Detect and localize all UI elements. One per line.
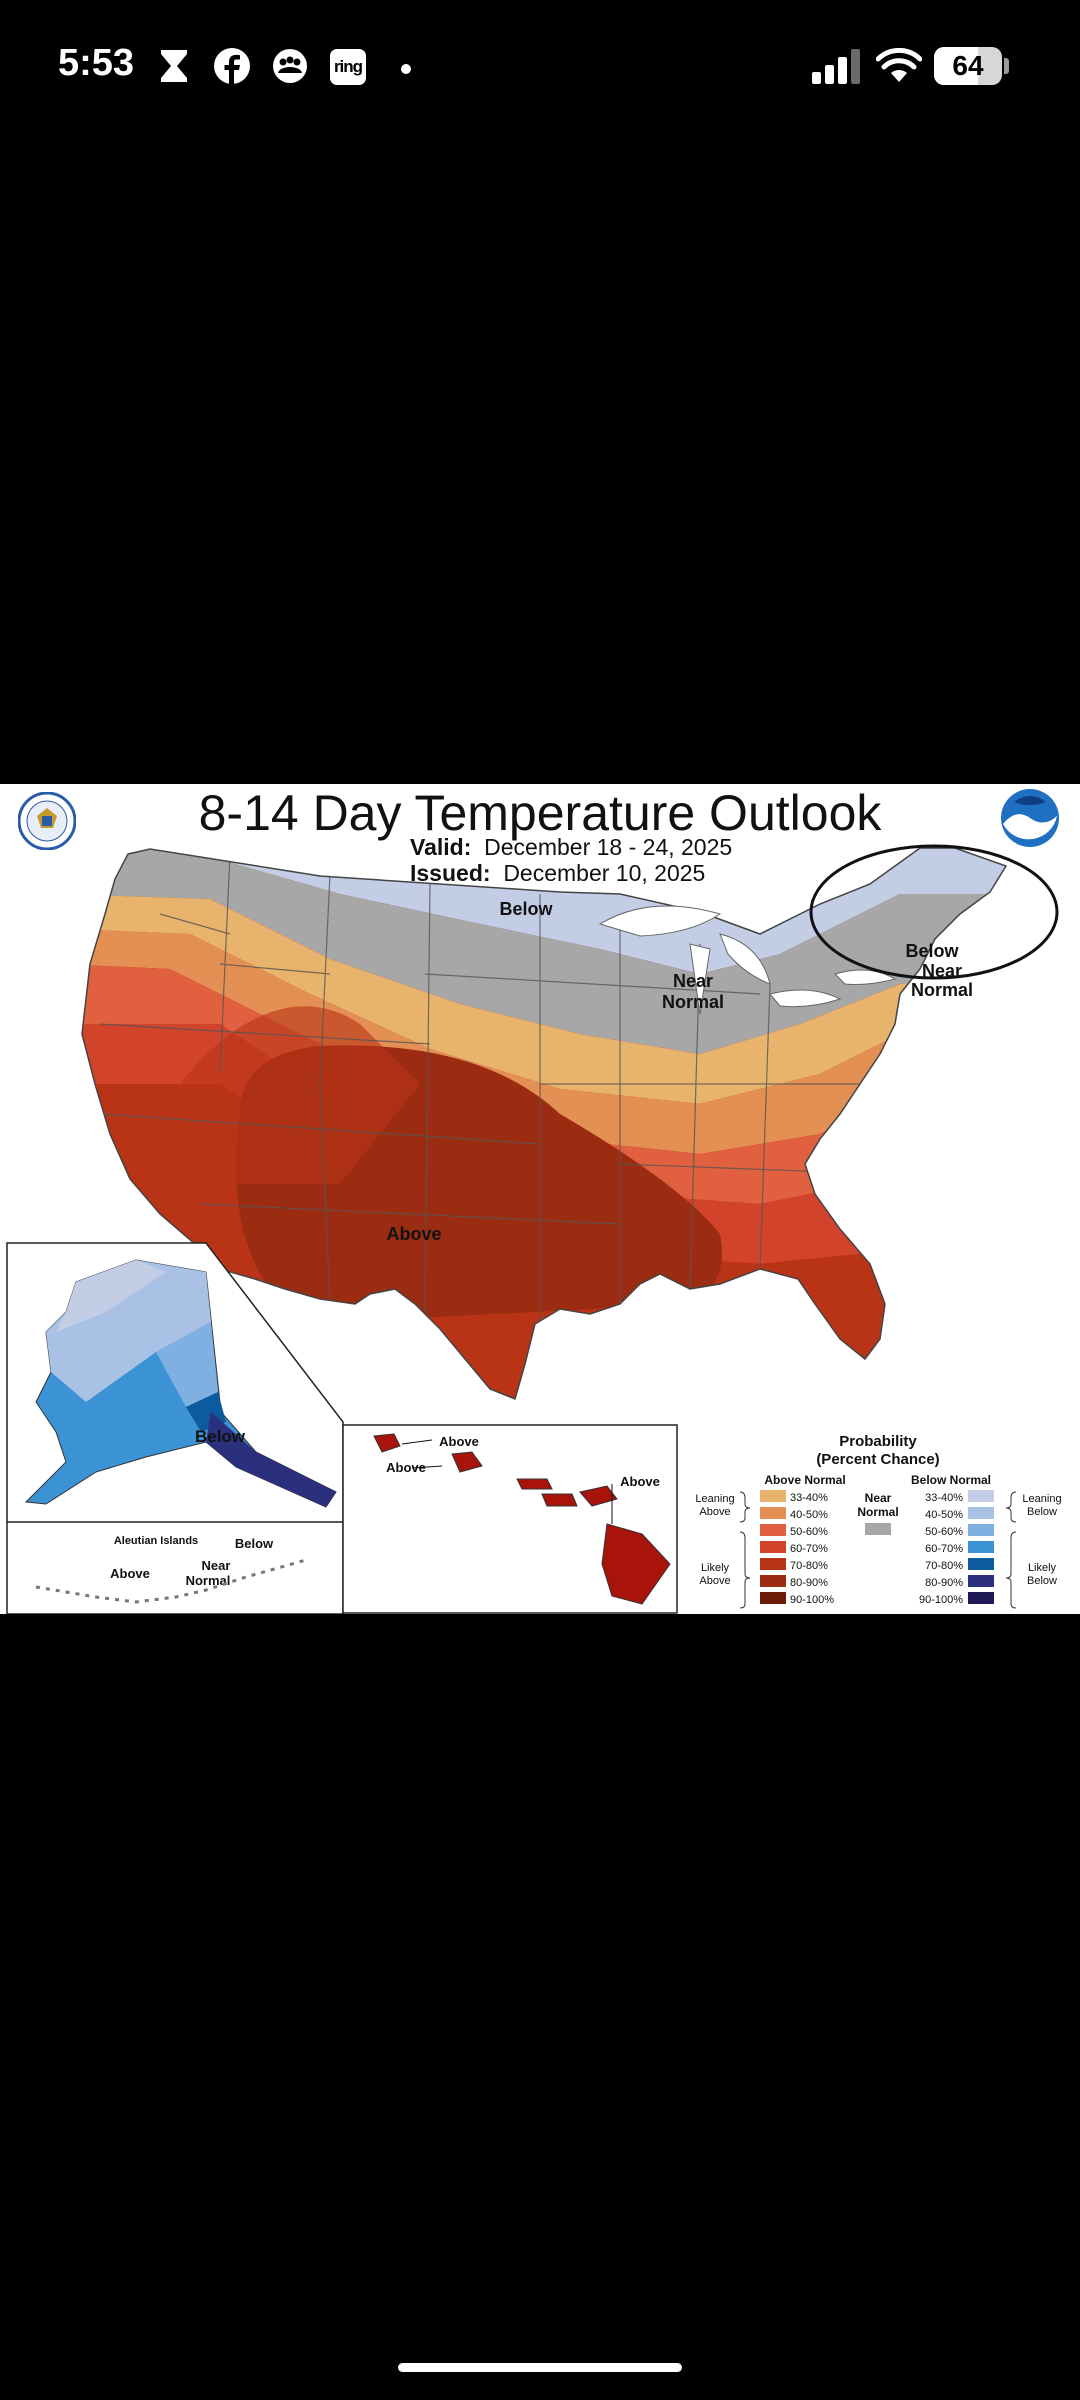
conus-outline xyxy=(81,847,1008,1401)
alaska-below-label: Below xyxy=(195,1427,246,1446)
hawaii-inset: Above Above Above xyxy=(342,1424,678,1614)
legend-title-1: Probability xyxy=(839,1433,917,1450)
legend-above-swatch-7 xyxy=(760,1592,786,1604)
legend-above-range-3: 50-60% xyxy=(790,1526,828,1538)
legend-leaning-below-1: Leaning xyxy=(1022,1493,1061,1505)
legend-above-range-7: 90-100% xyxy=(790,1594,834,1606)
legend-above-swatch-2 xyxy=(760,1507,786,1519)
legend-below-range-5: 70-80% xyxy=(925,1560,963,1572)
legend-below-swatch-5 xyxy=(968,1558,994,1570)
leaning-above-zone xyxy=(82,894,1006,1104)
legend-above-range-5: 70-80% xyxy=(790,1560,828,1572)
facebook-icon xyxy=(214,48,250,84)
hawaii-above-label-1: Above xyxy=(439,1434,479,1449)
legend-below-swatch-4 xyxy=(968,1541,994,1553)
ne-below-label: Below xyxy=(905,941,959,961)
hawaii-above-label-3: Above xyxy=(620,1474,660,1489)
conus-below-label: Below xyxy=(499,899,553,919)
noaa-logo xyxy=(1001,789,1059,847)
great-lakes xyxy=(598,905,897,1015)
more-dot-icon xyxy=(401,64,411,74)
legend-title-2: (Percent Chance) xyxy=(816,1451,939,1468)
legend-below-range-7: 90-100% xyxy=(919,1594,963,1606)
legend-likely-above-2: Above xyxy=(699,1575,730,1587)
issued-value: December 10, 2025 xyxy=(503,860,706,886)
conus-near-label-2: Normal xyxy=(662,992,724,1012)
legend-below-swatch-3 xyxy=(968,1524,994,1536)
legend-leaning-below-2: Below xyxy=(1027,1506,1057,1518)
hawaii-above-label-2: Above xyxy=(386,1460,426,1475)
conus-near-label-1: Near xyxy=(673,971,713,991)
issued-label: Issued: xyxy=(410,860,491,886)
legend-above-range-1: 33-40% xyxy=(790,1492,828,1504)
legend-below-swatch-2 xyxy=(968,1507,994,1519)
legend-below-range-3: 50-60% xyxy=(925,1526,963,1538)
issued-line: Issued: December 10, 2025 xyxy=(410,860,705,887)
legend-below-header: Below Normal xyxy=(911,1473,991,1487)
aleutian-near-label-2: Normal xyxy=(186,1573,231,1588)
aleutian-above-label: Above xyxy=(110,1566,150,1581)
legend-below-range-2: 40-50% xyxy=(925,1509,963,1521)
legend-likely-below-1: Likely xyxy=(1028,1562,1057,1574)
legend-near-header-2: Normal xyxy=(857,1505,898,1519)
northeast-highlight-ellipse xyxy=(809,844,1059,980)
legend-near-header-1: Near xyxy=(865,1491,892,1505)
legend-above-range-4: 60-70% xyxy=(790,1543,828,1555)
above-40-zone xyxy=(82,929,1006,1154)
legend-above-swatch-5 xyxy=(760,1558,786,1570)
legend-below-range-4: 60-70% xyxy=(925,1543,963,1555)
valid-value: December 18 - 24, 2025 xyxy=(484,834,733,860)
ne-near-label-2: Normal xyxy=(911,980,973,1000)
hourglass-icon xyxy=(161,50,187,82)
legend-leaning-above-1: Leaning xyxy=(695,1493,734,1505)
ring-icon: ring xyxy=(330,49,366,85)
legend-below-swatch-6 xyxy=(968,1575,994,1587)
cellular-signal-icon xyxy=(812,49,860,84)
legend-above-range-2: 40-50% xyxy=(790,1509,828,1521)
legend-below-range-6: 80-90% xyxy=(925,1577,963,1589)
legend-above-swatch-6 xyxy=(760,1575,786,1587)
home-indicator[interactable] xyxy=(398,2363,682,2372)
legend-above-range-6: 80-90% xyxy=(790,1577,828,1589)
probability-legend: Probability (Percent Chance) Above Norma… xyxy=(695,1433,1062,1609)
legend-likely-above-1: Likely xyxy=(701,1562,730,1574)
legend-above-swatch-1 xyxy=(760,1490,786,1502)
aleutian-below-label: Below xyxy=(235,1536,274,1551)
outlook-map-image: 8-14 Day Temperature Outlook Valid: Dece… xyxy=(0,784,1080,1614)
status-bar: 5:53 ring 64 xyxy=(0,0,1080,140)
wifi-icon xyxy=(876,48,922,82)
legend-leaning-above-2: Above xyxy=(699,1506,730,1518)
aleutian-title: Aleutian Islands xyxy=(114,1535,198,1547)
commerce-seal-logo xyxy=(18,792,76,850)
legend-below-swatch-1 xyxy=(968,1490,994,1502)
aleutian-near-label-1: Near xyxy=(202,1558,231,1573)
map-title: 8-14 Day Temperature Outlook xyxy=(198,785,882,841)
legend-above-swatch-3 xyxy=(760,1524,786,1536)
conus-above-label: Above xyxy=(386,1224,441,1244)
battery-level: 64 xyxy=(952,50,984,81)
legend-below-swatch-7 xyxy=(968,1592,994,1604)
legend-above-header: Above Normal xyxy=(764,1473,845,1487)
legend-likely-below-2: Below xyxy=(1027,1575,1057,1587)
ne-near-label-1: Near xyxy=(922,961,962,981)
valid-label: Valid: xyxy=(410,834,472,860)
community-icon xyxy=(273,49,307,83)
alaska-inset: Below Aleutian Islands Below Near Normal… xyxy=(6,1242,344,1614)
state-borders xyxy=(99,853,900,1324)
valid-line: Valid: December 18 - 24, 2025 xyxy=(410,834,732,861)
status-time: 5:53 xyxy=(58,42,135,84)
legend-near-swatch xyxy=(865,1523,891,1535)
legend-above-swatch-4 xyxy=(760,1541,786,1553)
battery-icon: 64 xyxy=(934,47,1002,85)
legend-below-range-1: 33-40% xyxy=(925,1492,963,1504)
battery-cap xyxy=(1004,58,1009,74)
